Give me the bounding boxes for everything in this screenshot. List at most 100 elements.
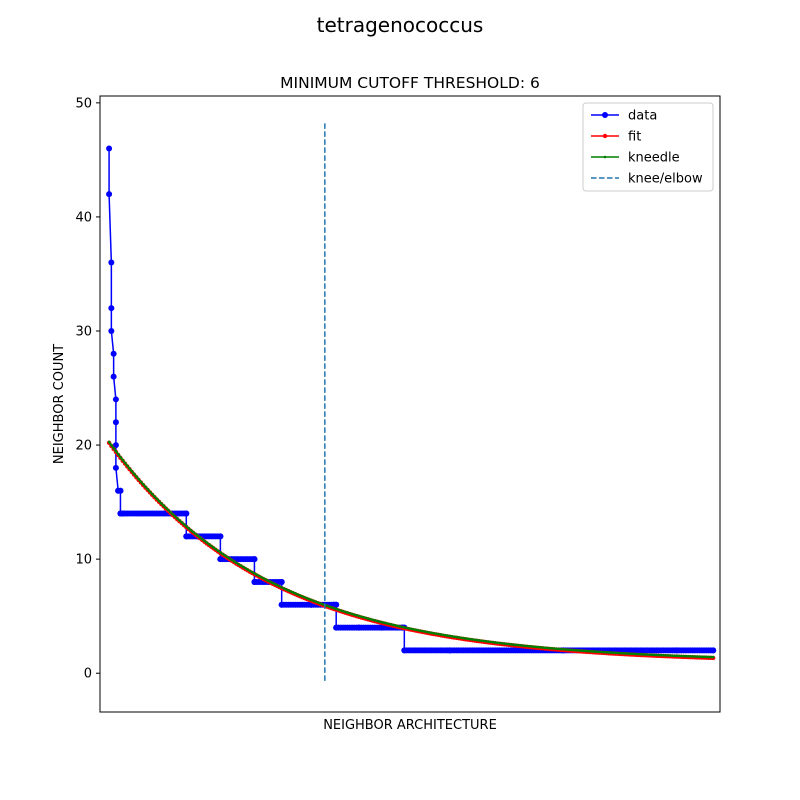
kneedle-point	[589, 650, 592, 653]
kneedle-point	[407, 627, 411, 630]
kneedle-point	[705, 655, 708, 659]
kneedle-point	[271, 581, 274, 585]
legend-label-knee: knee/elbow	[628, 172, 703, 187]
kneedle-point	[312, 599, 315, 603]
kneedle-point	[185, 524, 188, 528]
kneedle-point	[393, 624, 397, 627]
kneedle-point	[187, 526, 190, 530]
kneedle-point	[675, 654, 679, 658]
data-point	[117, 487, 124, 494]
kneedle-point	[468, 637, 472, 641]
kneedle-point	[246, 568, 249, 571]
kneedle-point	[434, 632, 438, 635]
kneedle-point	[307, 597, 311, 601]
kneedle-point	[355, 614, 358, 617]
kneedle-point	[373, 619, 377, 622]
kneedle-point	[596, 650, 599, 654]
kneedle-point	[398, 625, 402, 628]
kneedle-point	[330, 606, 333, 609]
x-axis-label: NEIGHBOR ARCHITECTURE	[323, 718, 497, 733]
data-point	[108, 305, 115, 312]
kneedle-point	[452, 635, 456, 639]
kneedle-point	[505, 642, 508, 646]
kneedle-point	[125, 464, 129, 467]
data-point	[108, 259, 115, 266]
kneedle-point	[160, 502, 163, 505]
kneedle-point	[157, 499, 161, 503]
kneedle-point	[598, 650, 601, 654]
kneedle-point	[166, 508, 170, 512]
kneedle-point	[368, 617, 372, 621]
kneedle-point	[400, 625, 404, 629]
kneedle-point	[680, 654, 683, 658]
kneedle-point	[616, 651, 620, 655]
kneedle-point	[646, 653, 649, 656]
kneedle-point	[173, 514, 177, 518]
kneedle-point	[518, 644, 522, 647]
kneedle-point	[275, 583, 279, 587]
kneedle-point	[632, 652, 635, 656]
kneedle-point	[198, 536, 202, 539]
kneedle-point	[250, 570, 254, 574]
kneedle-point	[114, 449, 118, 453]
kneedle-point	[248, 569, 252, 573]
kneedle-point	[164, 506, 168, 510]
kneedle-point	[375, 619, 379, 623]
kneedle-point	[391, 623, 395, 627]
kneedle-point	[418, 629, 422, 632]
kneedle-point	[487, 640, 490, 643]
kneedle-point	[216, 549, 220, 553]
kneedle-point	[162, 504, 165, 507]
kneedle-point	[357, 614, 361, 618]
kneedle-point	[214, 547, 218, 551]
kneedle-point	[278, 584, 281, 588]
kneedle-point	[534, 645, 538, 649]
kneedle-point	[339, 609, 343, 612]
kneedle-point	[689, 655, 692, 658]
plot-area	[106, 123, 717, 683]
kneedle-point	[571, 648, 574, 652]
data-point	[112, 442, 119, 449]
kneedle-point	[241, 565, 245, 569]
data-point	[710, 647, 717, 654]
data-point	[217, 533, 224, 540]
kneedle-point	[489, 640, 492, 644]
kneedle-point	[180, 521, 184, 524]
chart-title: MINIMUM CUTOFF THRESHOLD: 6	[280, 74, 540, 92]
kneedle-point	[148, 490, 152, 493]
kneedle-point	[273, 582, 277, 586]
kneedle-point	[346, 611, 349, 614]
kneedle-point	[112, 446, 115, 450]
kneedle-point	[130, 469, 134, 473]
kneedle-point	[709, 655, 713, 659]
kneedle-point	[550, 647, 554, 650]
kneedle-point	[282, 587, 286, 590]
kneedle-point	[691, 655, 695, 658]
kneedle-point	[337, 608, 340, 611]
kneedle-point	[582, 649, 586, 653]
kneedle-point	[634, 652, 638, 656]
kneedle-point	[484, 640, 488, 643]
kneedle-point	[677, 654, 681, 658]
kneedle-point	[144, 485, 147, 489]
kneedle-point	[455, 635, 458, 639]
kneedle-point	[711, 655, 715, 659]
kneedle-point	[121, 458, 125, 462]
kneedle-point	[123, 461, 127, 465]
kneedle-point	[303, 595, 306, 599]
kneedle-point	[430, 631, 433, 635]
kneedle-point	[196, 534, 199, 537]
kneedle-point	[316, 601, 320, 604]
kneedle-point	[657, 653, 660, 657]
kneedle-point	[234, 561, 238, 565]
kneedle-point	[521, 644, 524, 647]
kneedle-point	[566, 648, 570, 651]
kneedle-point	[259, 575, 263, 579]
kneedle-point	[341, 609, 345, 613]
kneedle-point	[119, 455, 122, 459]
kneedle-point	[403, 626, 406, 629]
kneedle-point	[523, 644, 526, 648]
kneedle-point	[353, 613, 356, 616]
kneedle-point	[343, 610, 347, 614]
kneedle-point	[586, 649, 590, 653]
